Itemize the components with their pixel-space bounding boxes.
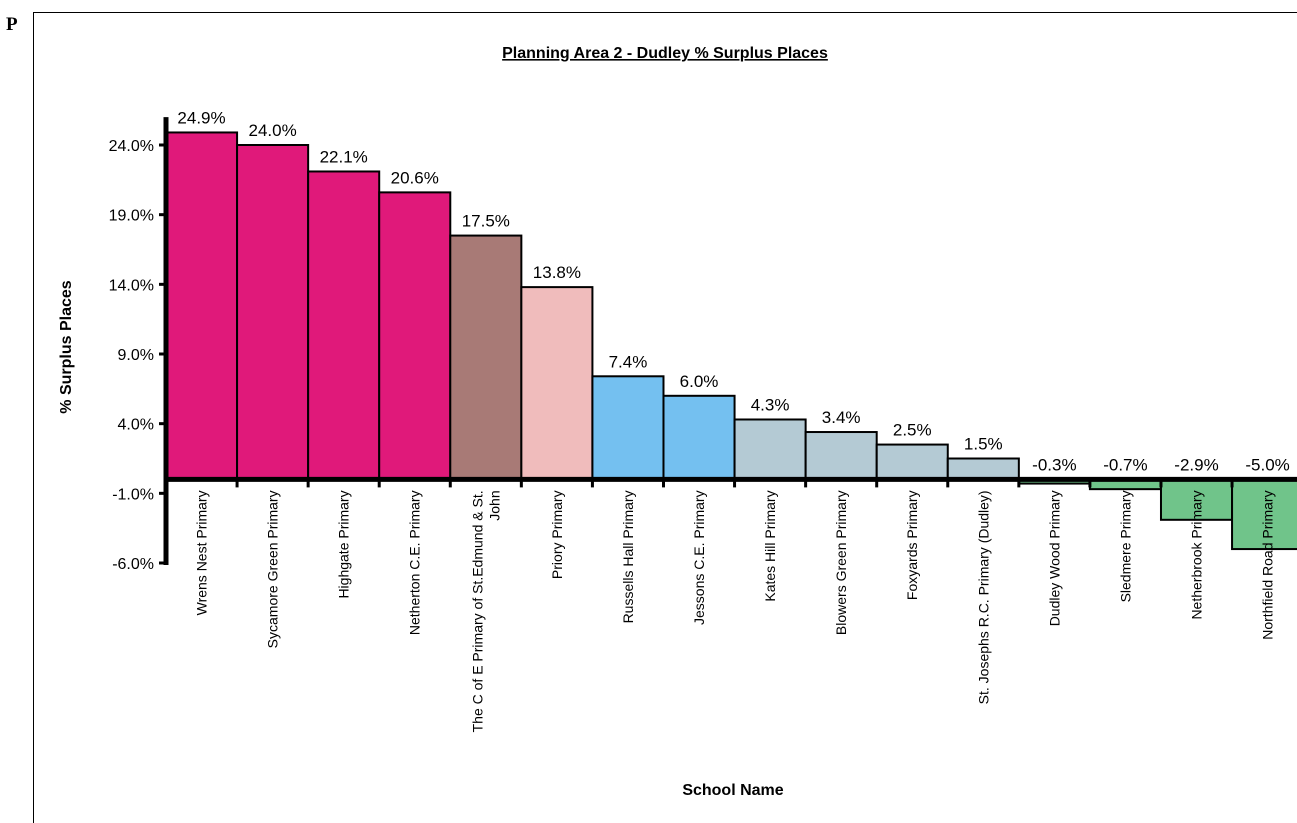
data-label: 3.4% <box>822 408 861 427</box>
y-tick-label: 14.0% <box>109 277 154 294</box>
data-label: 2.5% <box>893 421 932 440</box>
bar <box>520 286 594 481</box>
bar <box>236 144 310 481</box>
data-label: 13.8% <box>533 263 581 282</box>
bar <box>449 234 523 481</box>
bar <box>307 170 381 481</box>
category-label: Kates Hill Primary <box>762 490 778 601</box>
category-label: John <box>486 490 502 520</box>
data-label: -2.9% <box>1174 455 1218 474</box>
y-tick-label: 4.0% <box>118 417 154 434</box>
bar <box>378 191 452 481</box>
bar <box>875 443 949 481</box>
axes-layer <box>159 117 1297 565</box>
bar <box>804 431 878 481</box>
data-label: 17.5% <box>462 212 510 231</box>
data-label: -0.7% <box>1103 455 1147 474</box>
category-label: Netherbrook Primary <box>1189 490 1205 619</box>
category-label: Northfield Road Primary <box>1260 490 1276 639</box>
data-label: 22.1% <box>320 147 368 166</box>
bars-layer <box>165 131 1297 551</box>
category-label: Priory Primary <box>549 490 565 579</box>
category-label: Sycamore Green Primary <box>265 490 281 648</box>
page-frame-left-border <box>33 12 34 823</box>
y-tick-label: -6.0% <box>112 556 154 573</box>
chart-title: Planning Area 2 - Dudley % Surplus Place… <box>502 45 828 62</box>
y-tick-label: 19.0% <box>109 208 154 225</box>
category-label: Dudley Wood Primary <box>1046 490 1062 626</box>
data-label: 20.6% <box>391 168 439 187</box>
bar <box>662 394 736 481</box>
y-tick-label: -1.0% <box>112 486 154 503</box>
category-label: Russells Hall Primary <box>620 490 636 623</box>
data-label: 7.4% <box>609 352 648 371</box>
category-label: Blowers Green Primary <box>833 490 849 635</box>
category-label: The C of E Primary of St.Edmund & St. <box>469 490 485 732</box>
labels-layer: 24.0% 19.0% 14.0% 9.0% 4.0% -1.0% -6.0% 24.9% 24… <box>109 108 1290 732</box>
data-label: 6.0% <box>680 372 719 391</box>
bar <box>1159 478 1234 521</box>
page-corner-letter: P <box>6 14 18 35</box>
data-label: 24.0% <box>249 121 297 140</box>
category-label: St. Josephs R.C. Primary (Dudley) <box>975 490 991 704</box>
bar <box>591 375 665 481</box>
data-label: 1.5% <box>964 435 1003 454</box>
category-label: Wrens Nest Primary <box>194 490 210 615</box>
bar <box>946 457 1020 481</box>
y-tick-label: 9.0% <box>118 347 154 364</box>
category-label: Jessons C.E. Primary <box>691 490 707 625</box>
category-label: Sledmere Primary <box>1117 490 1133 602</box>
bar <box>733 418 807 481</box>
category-label: Foxyards Primary <box>904 490 920 600</box>
data-label: -5.0% <box>1245 455 1289 474</box>
bar <box>1231 478 1297 551</box>
y-axis-title: % Surplus Places <box>58 280 75 413</box>
x-axis-title: School Name <box>682 782 783 799</box>
bar <box>165 131 239 481</box>
y-tick-label: 24.0% <box>109 138 154 155</box>
data-label: 24.9% <box>177 108 225 127</box>
category-label: Netherton C.E. Primary <box>407 490 423 635</box>
category-label: Highgate Primary <box>336 490 352 598</box>
data-label: 4.3% <box>751 395 790 414</box>
page-frame-top-border <box>33 12 1297 13</box>
data-label: -0.3% <box>1032 455 1076 474</box>
